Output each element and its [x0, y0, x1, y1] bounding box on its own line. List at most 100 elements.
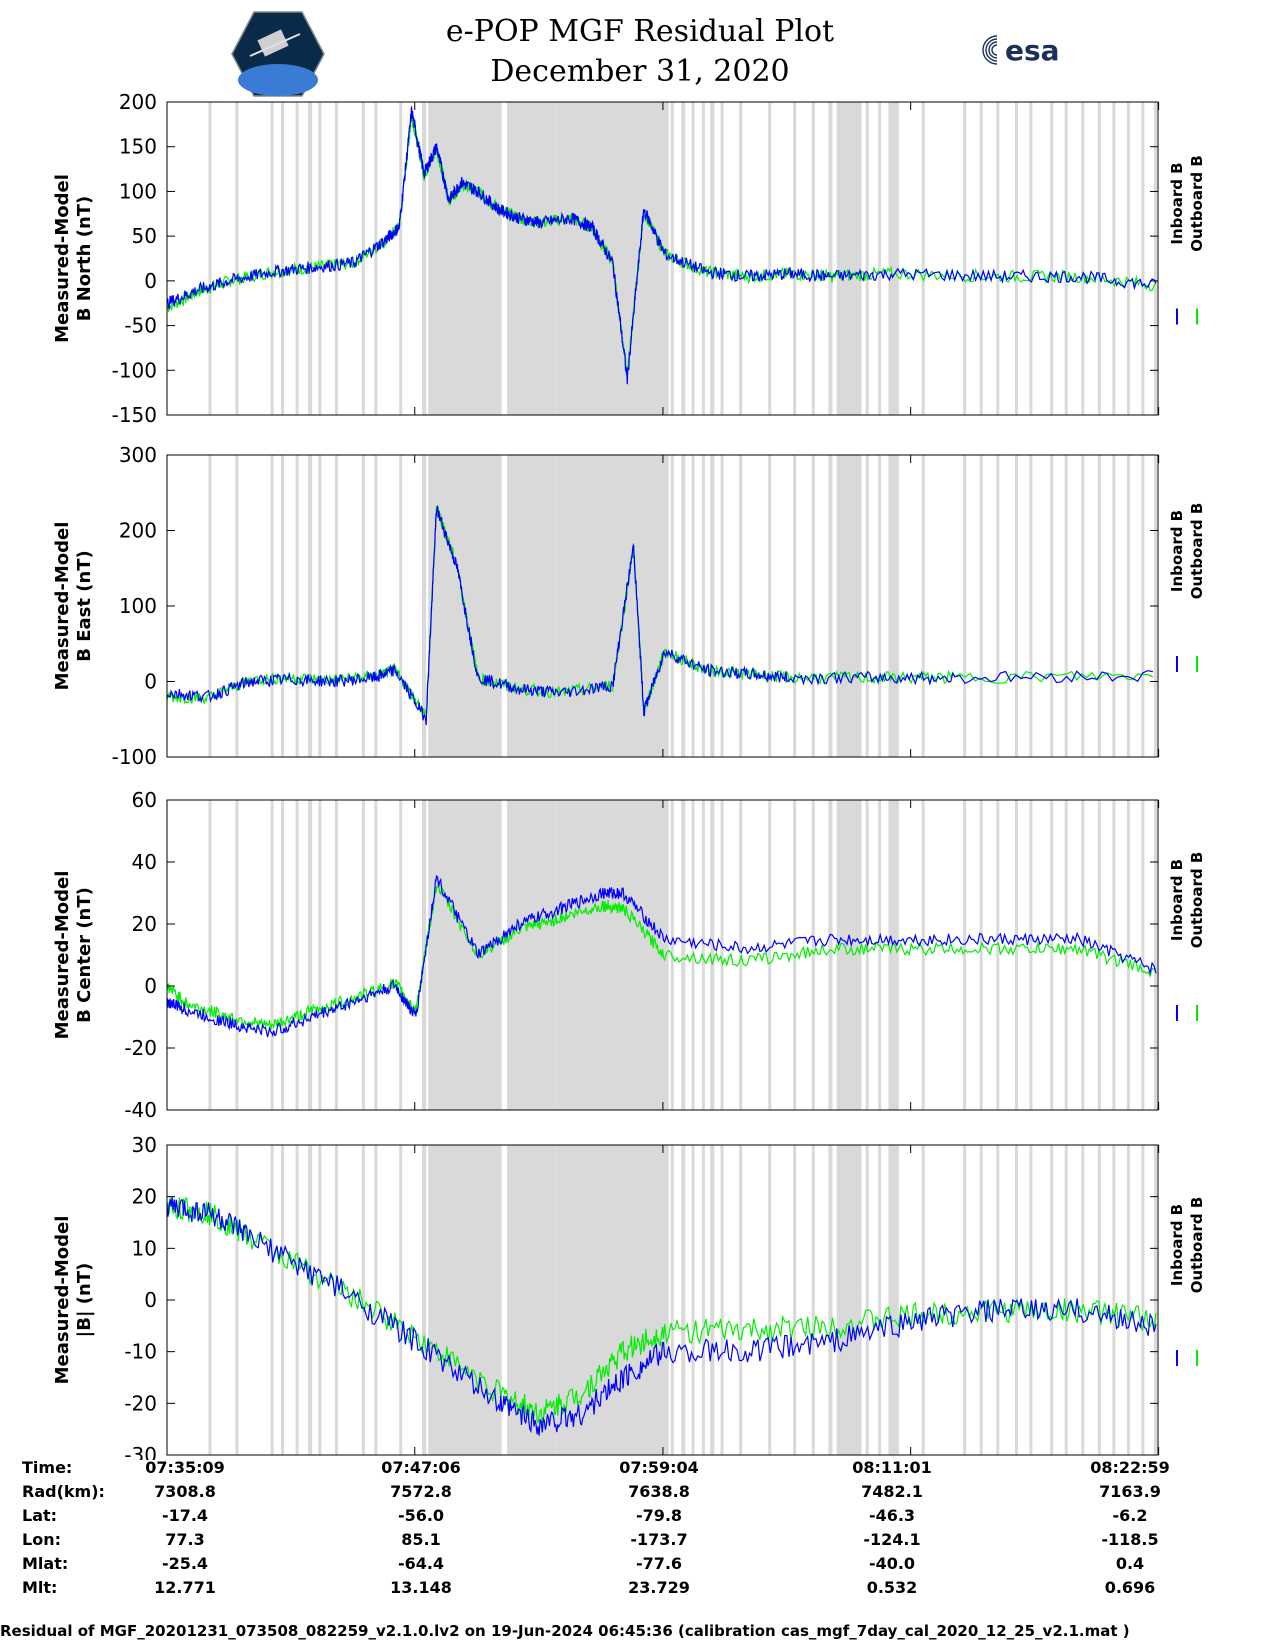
shaded-interval	[768, 455, 772, 757]
y-axis-label: B East (nT)	[74, 550, 95, 662]
shaded-interval	[428, 1145, 501, 1455]
series-line-outboard-b	[166, 1196, 1157, 1426]
panel-4: 30 20 10 0 -10 -20 -30 Measured-Model |B| (nT) In…	[52, 1133, 1206, 1460]
info-value: 13.148	[390, 1578, 452, 1597]
shaded-interval	[1112, 102, 1116, 415]
shaded-interval	[1097, 800, 1101, 1110]
shaded-interval	[701, 1145, 705, 1455]
shaded-interval	[1081, 455, 1085, 757]
shaded-interval	[208, 800, 212, 1110]
info-value: 07:47:06	[381, 1458, 461, 1477]
info-row: Mlat: -25.4 -64.4 -77.6 -40.0 0.4	[0, 1554, 1275, 1578]
shaded-interval	[270, 1145, 274, 1455]
cassiope-logo	[231, 11, 325, 97]
shaded-interval	[739, 800, 743, 1110]
shaded-interval	[556, 455, 561, 757]
shaded-interval	[865, 102, 869, 415]
shaded-interval	[670, 102, 674, 415]
shaded-interval	[428, 102, 501, 415]
shaded-interval	[602, 102, 669, 415]
y-axis-label: Measured-Model	[52, 871, 73, 1040]
shaded-interval	[811, 102, 815, 415]
y-tick-label: 0	[144, 974, 157, 998]
y-tick-label: 200	[119, 519, 157, 543]
info-value: -124.1	[863, 1530, 921, 1549]
info-row: Lon: 77.3 85.1 -173.7 -124.1 -118.5	[0, 1530, 1275, 1554]
shaded-interval	[1081, 800, 1085, 1110]
shaded-interval	[793, 455, 797, 757]
shaded-interval	[963, 800, 967, 1110]
shaded-interval	[1153, 102, 1157, 415]
panel-2: 300 200 100 0 -100 Measured-Model B East (nT) I…	[52, 443, 1206, 769]
info-value: -77.6	[635, 1554, 683, 1573]
shaded-interval	[399, 1145, 403, 1455]
shaded-interval	[507, 455, 557, 757]
shaded-interval	[888, 1145, 899, 1455]
shaded-interval	[1141, 455, 1145, 757]
shaded-interval	[295, 800, 299, 1110]
shaded-interval	[793, 1145, 797, 1455]
shaded-interval	[361, 1145, 365, 1455]
shaded-interval	[235, 455, 239, 757]
y-tick-label: 100	[119, 179, 157, 203]
y-tick-label: -150	[112, 403, 157, 427]
legend-label: Outboard B	[1188, 1197, 1206, 1294]
shaded-interval	[318, 1145, 322, 1455]
shaded-interval	[422, 1145, 427, 1455]
info-value: -118.5	[1101, 1530, 1159, 1549]
shaded-interval	[836, 102, 862, 415]
info-value: 7482.1	[861, 1482, 923, 1501]
shaded-interval	[1064, 102, 1068, 415]
shaded-interval	[295, 455, 299, 757]
shaded-interval	[836, 800, 862, 1110]
shaded-interval	[1014, 102, 1018, 415]
y-tick-label: 200	[119, 90, 157, 114]
y-tick-label: 10	[132, 1236, 157, 1260]
y-axis-label: Measured-Model	[52, 522, 73, 691]
shaded-interval	[208, 102, 212, 415]
shaded-interval	[1126, 800, 1130, 1110]
info-value: 77.3	[165, 1530, 205, 1549]
shaded-interval	[1064, 800, 1068, 1110]
shaded-interval	[334, 102, 338, 415]
shaded-interval	[422, 455, 427, 757]
info-value: 7638.8	[628, 1482, 690, 1501]
shaded-interval	[1141, 102, 1145, 415]
shaded-interval	[996, 102, 1000, 415]
y-tick-label: 100	[119, 594, 157, 618]
y-tick-label: 40	[132, 850, 157, 874]
shaded-interval	[720, 800, 724, 1110]
shaded-interval	[428, 800, 501, 1110]
series-line-outboard-b	[166, 881, 1157, 1030]
y-tick-label: -10	[124, 1340, 157, 1364]
y-tick-label: -30	[124, 1443, 157, 1460]
info-row: Lat: -17.4 -56.0 -79.8 -46.3 -6.2	[0, 1506, 1275, 1530]
shaded-interval	[828, 102, 833, 415]
info-row: Time: 07:35:09 07:47:06 07:59:04 08:11:01 08:…	[0, 1458, 1275, 1482]
y-axis-label: Measured-Model	[52, 1216, 73, 1385]
y-tick-label: -20	[124, 1036, 157, 1060]
shaded-interval	[865, 455, 869, 757]
shaded-interval	[235, 800, 239, 1110]
shaded-interval	[878, 800, 882, 1110]
y-tick-label: -20	[124, 1391, 157, 1415]
shaded-interval	[828, 800, 833, 1110]
shaded-interval	[710, 800, 715, 1110]
info-value: 08:22:59	[1090, 1458, 1170, 1477]
shaded-interval	[878, 102, 882, 415]
shaded-interval	[963, 455, 967, 757]
shaded-interval	[921, 800, 925, 1110]
y-tick-label: -50	[124, 314, 157, 338]
shaded-interval	[281, 1145, 285, 1455]
shaded-interval	[1141, 1145, 1145, 1455]
info-label: Time:	[22, 1458, 73, 1477]
shaded-interval	[1029, 800, 1033, 1110]
shaded-interval	[1014, 800, 1018, 1110]
shaded-interval	[507, 800, 557, 1110]
legend-label: Outboard B	[1188, 155, 1206, 252]
shaded-interval	[963, 1145, 967, 1455]
shaded-interval	[710, 1145, 715, 1455]
shaded-interval	[720, 102, 724, 415]
shaded-interval	[828, 1145, 833, 1455]
esa-logo-text: esa	[1005, 34, 1060, 67]
